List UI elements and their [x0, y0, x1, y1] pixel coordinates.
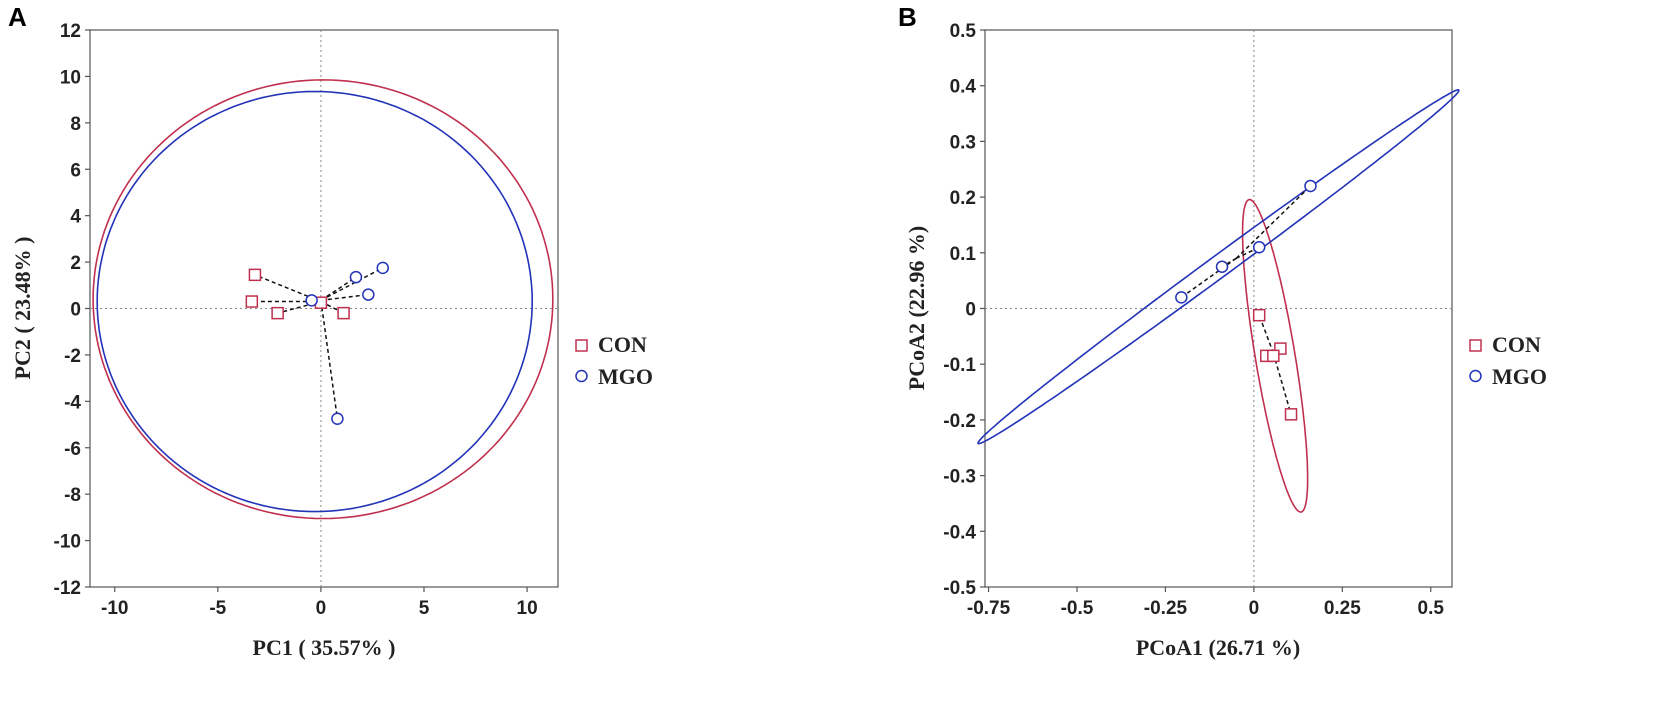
panel-b-mgo-point — [1252, 240, 1266, 254]
panel-b-y-tick-label: -0.4 — [943, 522, 976, 543]
legend-a-mgo-label: MGO — [598, 364, 653, 389]
panel-a-legend: CON MGO — [575, 332, 653, 389]
panel-a-marks: -12 -10 -8 -6 -4 -2 0 2 4 6 8 10 12 -10 -5 0 5 10 — [54, 21, 558, 619]
panel-b-y-tick-label: 0.2 — [950, 188, 976, 209]
panel-a-mgo-point — [349, 270, 363, 284]
panel-b-con-confidence-ellipse — [1241, 198, 1309, 513]
panel-a-y-tick-label: 0 — [70, 300, 81, 321]
panel-a-con-point — [271, 306, 284, 320]
legend-a-con-label: CON — [598, 332, 647, 357]
panel-a-con-point — [245, 295, 259, 308]
panel-b-y-tick-label: 0.5 — [950, 21, 977, 42]
legend-b-con-label: CON — [1492, 332, 1541, 357]
panel-b-y-tick-label: 0 — [965, 300, 976, 321]
panel-a-mgo-point — [305, 294, 318, 307]
panel-b: B PCoA1 (26.71 %) PCoA2 (22.96 %) CON MG… — [898, 2, 1547, 660]
panel-b-mgo-point — [1175, 291, 1188, 304]
legend-b-con-marker — [1469, 339, 1482, 352]
panel-a-mgo-point — [376, 261, 390, 275]
panel-a-con-spider-line — [254, 274, 322, 303]
panel-b-x-axis-label: PCoA1 (26.71 %) — [1136, 635, 1300, 660]
panel-b-con-point — [1274, 342, 1287, 355]
panel-b-y-tick-label: 0.4 — [950, 77, 977, 98]
panel-b-con-point — [1252, 308, 1266, 322]
panel-b-con-point — [1267, 349, 1280, 363]
legend-a-con-marker — [575, 339, 588, 352]
panel-a-mgo-point — [331, 412, 344, 425]
panel-a: A PC1 ( 35.57% ) PC2 ( 23.48% ) CON MGO … — [8, 2, 653, 660]
legend-b-mgo-marker — [1469, 369, 1482, 383]
panel-b-x-tick-label: 0.25 — [1324, 598, 1361, 619]
panel-a-y-tick-label: 8 — [70, 114, 81, 135]
panel-a-y-tick-label: 6 — [70, 160, 81, 181]
panel-a-y-tick-label: -8 — [64, 485, 81, 506]
panel-b-y-tick-label: -0.3 — [943, 467, 976, 488]
panel-a-y-tick-label: -4 — [64, 392, 81, 413]
panel-a-x-axis-label: PC1 ( 35.57% ) — [253, 635, 396, 660]
panel-a-y-tick-label: 10 — [60, 67, 81, 88]
panel-a-y-tick-label: 12 — [60, 21, 81, 42]
panel-b-con-spider-line — [1272, 352, 1292, 415]
panel-a-y-axis-label: PC2 ( 23.48% ) — [10, 237, 35, 380]
legend-a-mgo-marker — [575, 369, 588, 383]
panel-b-x-tick-label: -0.75 — [967, 598, 1011, 619]
panel-a-y-tick-label: 4 — [70, 207, 81, 228]
panel-b-y-tick-label: -0.1 — [943, 355, 976, 376]
panel-a-con-point — [248, 268, 262, 282]
panel-b-x-tick-label: 0.5 — [1418, 598, 1445, 619]
panel-b-y-tick-label: -0.2 — [943, 411, 976, 432]
panel-a-mgo-spider-line — [320, 300, 339, 419]
panel-b-legend: CON MGO — [1469, 332, 1547, 389]
panel-a-mgo-spider-line — [320, 293, 369, 302]
legend-b-mgo-label: MGO — [1492, 364, 1547, 389]
panel-b-mgo-spider-line — [1235, 185, 1312, 259]
panel-a-y-tick-label: -10 — [54, 532, 81, 553]
panel-b-y-tick-label: 0.1 — [950, 244, 977, 265]
panel-b-con-point — [1284, 408, 1298, 421]
panel-a-mgo-spider-line — [320, 267, 384, 302]
panel-b-x-tick-label: -0.5 — [1061, 598, 1094, 619]
panel-b-y-tick-label: 0.3 — [950, 132, 976, 153]
panel-b-mgo-point — [1215, 260, 1229, 273]
panel-b-x-tick-label: 0 — [1249, 598, 1260, 619]
panel-a-y-tick-label: -6 — [64, 439, 81, 460]
panel-a-y-tick-label: 2 — [70, 253, 81, 274]
panel-b-y-tick-label: -0.5 — [943, 578, 976, 599]
panel-a-x-tick-label: 5 — [419, 598, 430, 619]
panel-a-letter: A — [8, 2, 27, 32]
panel-a-y-tick-label: -2 — [64, 346, 81, 367]
panel-a-con-point — [337, 306, 350, 320]
panel-a-mgo-confidence-ellipse — [96, 90, 533, 513]
panel-a-x-tick-label: -10 — [101, 598, 128, 619]
panel-b-mgo-point — [1304, 179, 1317, 193]
panel-a-y-tick-label: -12 — [54, 578, 81, 599]
panel-b-y-axis-label: PCoA2 (22.96 %) — [904, 226, 929, 390]
panel-b-mgo-confidence-ellipse — [977, 88, 1460, 445]
panel-a-con-confidence-ellipse — [92, 79, 554, 520]
panel-b-mgo-spider-line — [1180, 257, 1237, 298]
panel-a-x-tick-label: -5 — [209, 598, 226, 619]
panel-b-letter: B — [898, 2, 917, 32]
panel-a-mgo-point — [362, 288, 375, 301]
panel-b-marks: -0.5 -0.4 -0.3 -0.2 -0.1 0 0.1 0.2 0.3 0.4 0.5 -0.7… — [943, 21, 1460, 619]
panel-b-x-tick-label: -0.25 — [1144, 598, 1188, 619]
panel-a-x-tick-label: 0 — [316, 598, 327, 619]
panel-a-x-tick-label: 10 — [517, 598, 538, 619]
